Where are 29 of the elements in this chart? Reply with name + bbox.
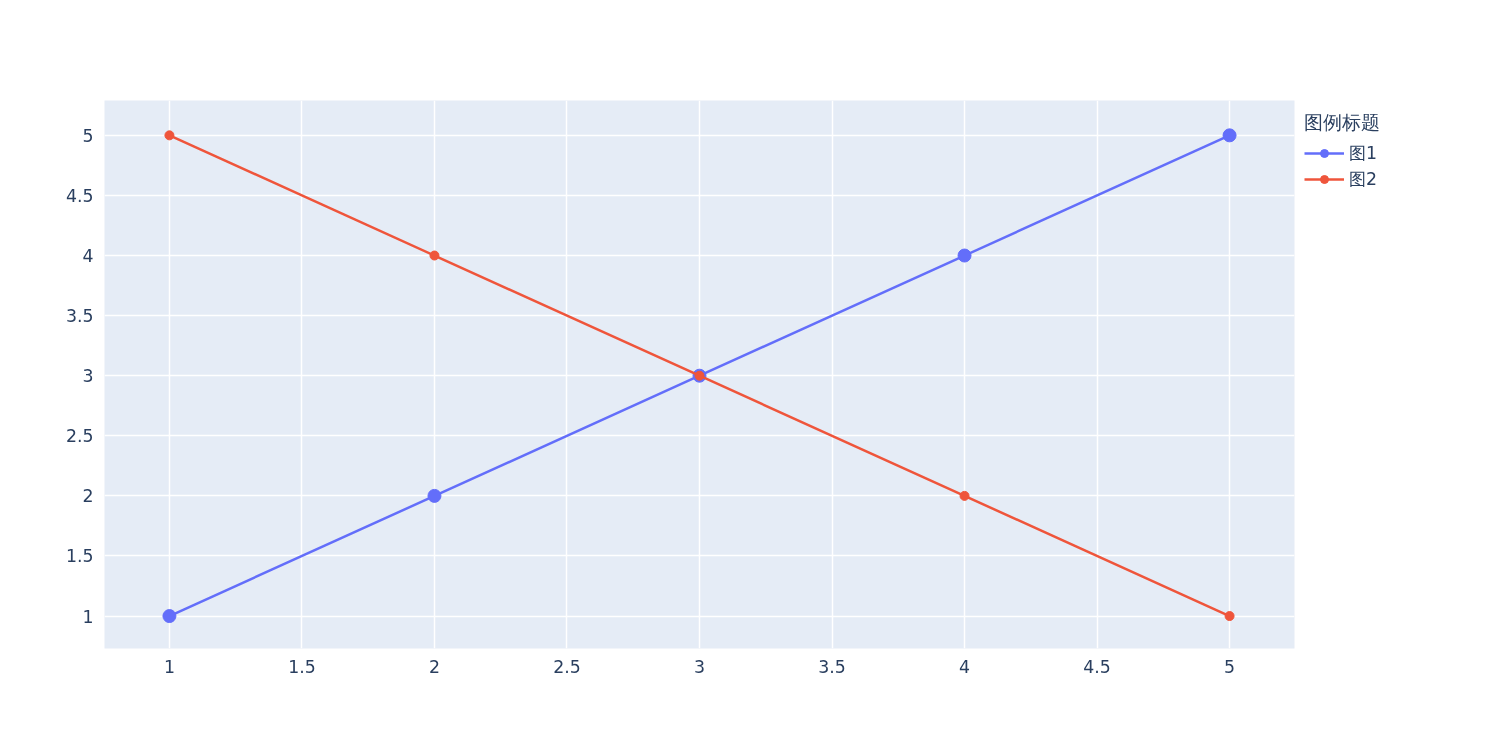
legend-title: 图例标题 xyxy=(1304,111,1380,135)
y-tick-label: 3.5 xyxy=(65,306,94,327)
y-tick-label: 1 xyxy=(82,606,94,627)
x-tick-label: 1.5 xyxy=(288,656,316,677)
y-tick-label: 4 xyxy=(82,246,94,267)
point xyxy=(162,609,177,624)
y-tick-label: 2.5 xyxy=(65,426,94,447)
y-tick-label: 5 xyxy=(82,125,94,146)
legend-label: 图2 xyxy=(1349,168,1378,191)
point xyxy=(427,488,442,503)
x-tick-label: 3.5 xyxy=(818,656,846,677)
x-tick-label: 2.5 xyxy=(553,656,581,677)
x-tick-label: 5 xyxy=(1224,656,1236,677)
x-tick-label: 3 xyxy=(693,656,706,677)
point xyxy=(959,490,970,501)
y-tick-label: 4.5 xyxy=(65,185,94,206)
x-tick-label: 4 xyxy=(959,656,971,677)
legend-label: 图1 xyxy=(1349,142,1378,165)
y-tick-label: 3 xyxy=(82,366,94,387)
point xyxy=(957,248,972,263)
point xyxy=(429,250,440,261)
point xyxy=(1224,611,1235,622)
point xyxy=(164,130,175,141)
point xyxy=(1222,128,1237,143)
y-tick-label: 2 xyxy=(82,486,94,507)
x-tick-label: 2 xyxy=(428,656,440,677)
y-tick-label: 1.5 xyxy=(65,546,94,567)
x-tick-label: 1 xyxy=(163,656,175,677)
x-tick-label: 4.5 xyxy=(1083,656,1111,677)
